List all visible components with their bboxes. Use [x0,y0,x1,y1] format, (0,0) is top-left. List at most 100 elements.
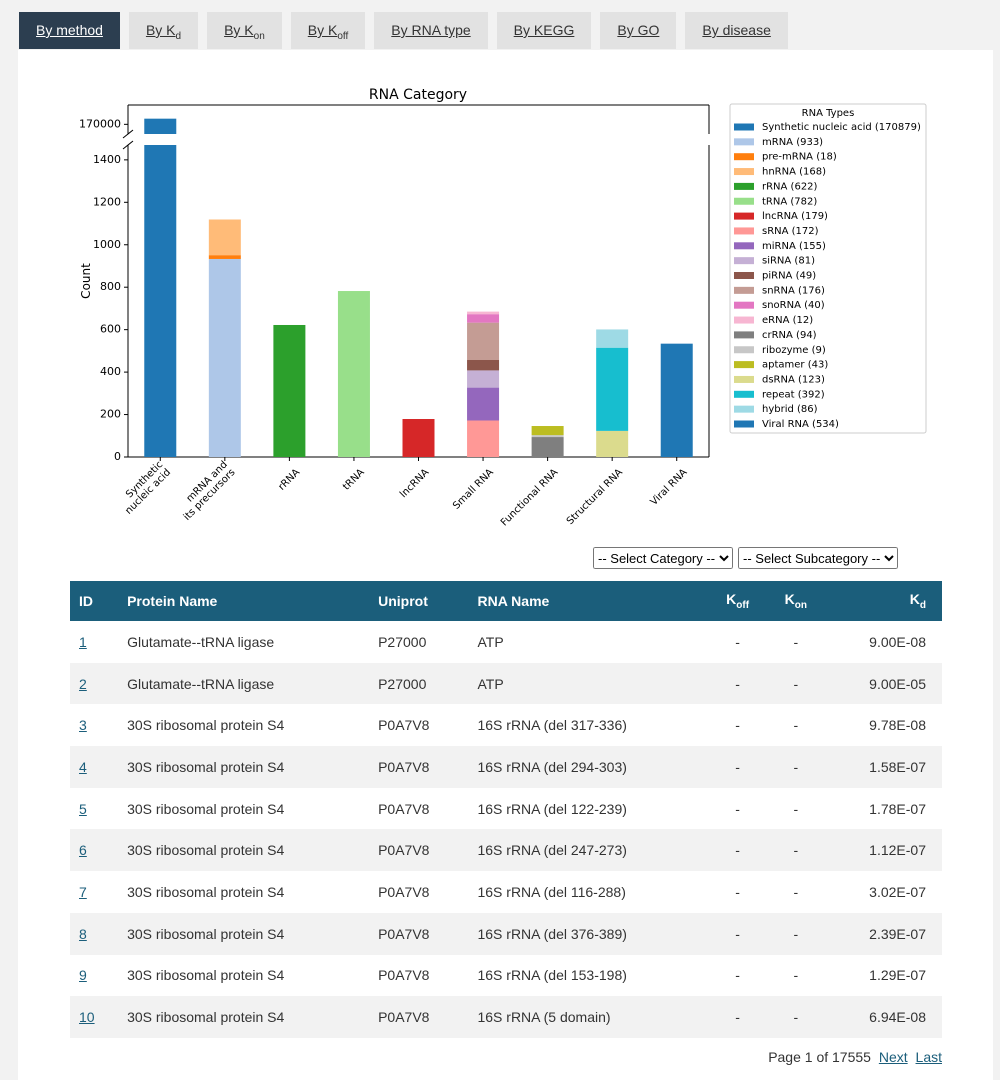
tab[interactable]: By method [19,12,120,49]
label: Uniprot [378,593,428,609]
table-cell: 10 [70,996,119,1038]
header-row: ID Protein Name Uniprot RNA Name Koff Kon Kd [70,581,942,621]
subscript: d [175,30,182,42]
legend-label: dsRNA (123) [762,374,825,385]
data-table: ID Protein Name Uniprot RNA Name Koff Kon Kd 1 G… [70,581,942,1038]
bar-segment [467,420,500,457]
x-tick-label: Syntheticnucleic acid [116,459,173,516]
table-row: 8 30S ribosomal protein S4 P0A7V8 16S rRNA … [70,912,942,955]
legend-swatch [734,197,754,205]
table-cell: 30S ribosomal protein S4 [118,746,370,788]
table-cell: - [766,996,825,1038]
legend-label: tRNA (782) [762,196,817,207]
y-tick-label: 800 [100,280,121,293]
label: K [784,591,795,608]
label: By K [224,22,254,38]
tab[interactable]: By Kd [128,12,199,49]
table-cell: 1.12E-07 [824,829,942,872]
id-link[interactable]: 9 [79,967,87,984]
legend-label: crRNA (94) [762,330,817,341]
tab[interactable]: By RNA type [374,12,488,49]
table-cell: 9.00E-08 [869,633,926,650]
tab[interactable]: By GO [600,12,677,49]
legend-label: snRNA (176) [762,285,825,296]
tab[interactable]: By disease [685,12,788,49]
legend-swatch [734,212,754,220]
table-cell: 2.39E-07 [824,912,942,955]
label: By disease [702,22,771,38]
y-tick-label: 1400 [93,153,121,166]
label: By KEGG [513,22,575,38]
subscript: off [337,30,349,42]
legend-label: lncRNA (179) [762,211,828,222]
filter-select[interactable]: -- Select Subcategory -- [738,547,898,569]
id-link[interactable]: 4 [79,758,87,775]
table-cell: 7 [70,871,118,913]
id-link[interactable]: 10 [79,1009,95,1026]
table-cell: - [708,996,767,1038]
subscript: on [794,599,807,611]
legend-label: Viral RNA (534) [762,419,839,430]
chart: RNA Category Count RNA Types 0 200 400 600 8… [79,87,927,528]
legend-label: pre-mRNA (18) [762,152,837,163]
table-cell: 5 [70,788,118,830]
table-cell: - [708,662,767,705]
table-cell: - [766,912,825,955]
id-link[interactable]: 2 [79,675,87,692]
table-cell: 30S ribosomal protein S4 [127,717,285,734]
tab[interactable]: By Kon [207,12,282,49]
table-cell: Glutamate--tRNA ligase [127,633,275,650]
tab[interactable]: By KEGG [496,12,592,49]
id-link[interactable]: 7 [79,883,87,900]
subscript: on [253,30,265,42]
table-cell: 6.94E-08 [824,996,942,1038]
next-link[interactable]: Next [878,1049,908,1065]
filters: -- Select Category -- -- Select Subcatego… [593,547,898,569]
id-link[interactable]: 3 [79,717,87,734]
column-header: Uniprot [369,581,469,621]
y-tick-label: 400 [100,365,121,378]
subscript: off [736,599,750,611]
bar-segment [467,387,500,421]
legend-swatch [734,375,754,383]
y-tick-label: 1000 [93,238,121,251]
legend-label: eRNA (12) [762,315,813,326]
id-link[interactable]: 6 [79,842,87,859]
last-link[interactable]: Last [915,1049,942,1065]
bar-segment [467,360,500,371]
id-link[interactable]: 1 [79,633,87,650]
legend-swatch [734,420,754,428]
id-link[interactable]: 5 [79,800,87,817]
table-cell: 16S rRNA (del 116-288) [477,883,626,900]
legend-swatch [734,168,754,176]
table-cell: 30S ribosomal protein S4 [118,996,370,1038]
bar-segment [467,311,500,315]
table-cell: P0A7V8 [378,967,430,984]
table-cell: ATP [477,633,504,650]
table-row: 5 30S ribosomal protein S4 P0A7V8 16S rRNA … [70,788,942,830]
legend-swatch [734,182,754,190]
bar-segment [144,145,177,457]
column-header: Protein Name [118,581,370,621]
tab[interactable]: By Koff [290,12,366,49]
bar-segment [467,370,500,388]
tab-bar: By method By Kd By Kon By Koff By RNA type By… [19,12,788,49]
legend-swatch [734,301,754,309]
table-cell: P0A7V8 [378,800,430,817]
x-tick-label: Viral RNA [649,467,690,508]
label: RNA Name [477,593,550,609]
legend-swatch [734,286,754,294]
table-cell: 1 [70,621,118,663]
filter-select[interactable]: -- Select Category -- [593,547,733,569]
table-cell: - [735,800,740,817]
bar-segment [596,430,629,457]
legend-label: sRNA (172) [762,226,819,237]
table-cell: 30S ribosomal protein S4 [127,967,285,984]
table-cell: - [708,829,767,872]
table-cell: - [793,633,799,650]
table-cell: 30S ribosomal protein S4 [118,829,370,872]
legend-label: Synthetic nucleic acid (170879) [762,122,921,133]
legend-label: mRNA (933) [762,137,823,148]
id-link[interactable]: 8 [79,925,87,942]
pagination: Page 1 of 17555 Next Last [768,1049,942,1065]
